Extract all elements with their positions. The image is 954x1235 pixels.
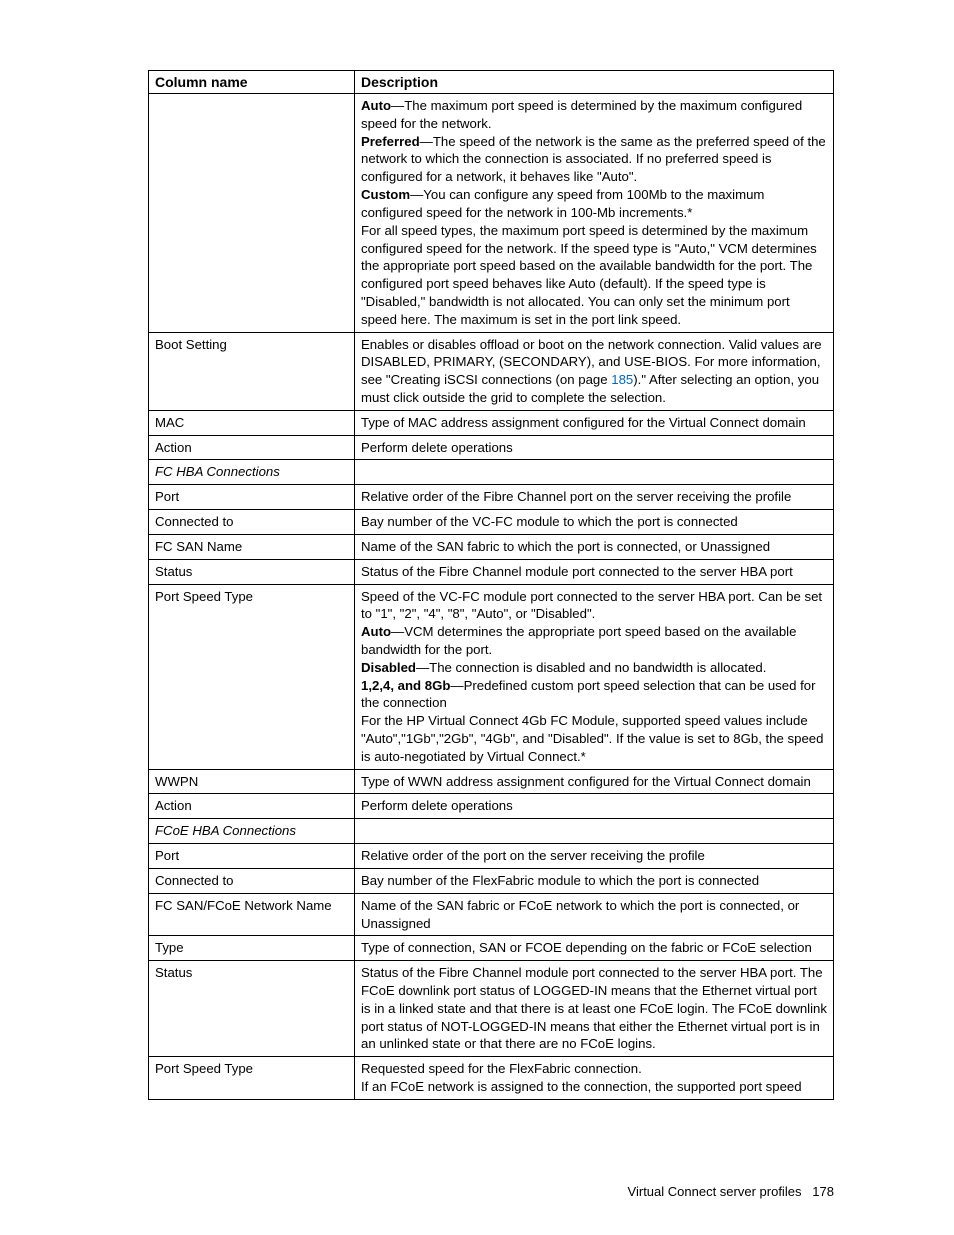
text-segment: —VCM determines the appropriate port spe… [361, 624, 796, 657]
header-description: Description [355, 71, 834, 94]
cell-description: Type of MAC address assignment configure… [355, 410, 834, 435]
text-segment: Status of the Fibre Channel module port … [361, 965, 827, 1051]
text-segment: Requested speed for the FlexFabric conne… [361, 1061, 642, 1076]
cell-column-name [149, 94, 355, 333]
cell-column-name: FC HBA Connections [149, 460, 355, 485]
cell-description: Bay number of the FlexFabric module to w… [355, 868, 834, 893]
text-segment: Bay number of the VC-FC module to which … [361, 514, 738, 529]
text-segment: For all speed types, the maximum port sp… [361, 223, 817, 327]
table-header-row: Column name Description [149, 71, 834, 94]
cell-description: Perform delete operations [355, 435, 834, 460]
table-row: FC SAN/FCoE Network NameName of the SAN … [149, 893, 834, 936]
cell-column-name: Action [149, 435, 355, 460]
cell-description [355, 819, 834, 844]
cell-description: Name of the SAN fabric to which the port… [355, 534, 834, 559]
text-segment: For the HP Virtual Connect 4Gb FC Module… [361, 713, 823, 764]
table-row: Port Relative order of the port on the se… [149, 844, 834, 869]
cell-description: Auto—The maximum port speed is determine… [355, 94, 834, 333]
cell-column-name: FC SAN Name [149, 534, 355, 559]
cell-column-name: Status [149, 961, 355, 1057]
footer-page-number: 178 [812, 1184, 834, 1199]
text-segment: Custom [361, 187, 410, 202]
text-segment: Auto [361, 624, 391, 639]
table-row: WWPN Type of WWN address assignment confi… [149, 769, 834, 794]
cell-column-name: Port [149, 485, 355, 510]
table-row: Port Speed Type Requested speed for the F… [149, 1057, 834, 1100]
text-segment: Relative order of the port on the server… [361, 848, 705, 863]
table-row: MAC Type of MAC address assignment config… [149, 410, 834, 435]
cell-column-name: Port [149, 844, 355, 869]
table-row: FCoE HBA Connections [149, 819, 834, 844]
cell-column-name: Type [149, 936, 355, 961]
text-segment: Perform delete operations [361, 798, 513, 813]
cell-description: Status of the Fibre Channel module port … [355, 559, 834, 584]
cell-column-name: Connected to [149, 868, 355, 893]
text-segment: 1,2,4, and 8Gb [361, 678, 450, 693]
table-row: Type Type of connection, SAN or FCOE depe… [149, 936, 834, 961]
text-segment: Speed of the VC-FC module port connected… [361, 589, 822, 622]
table-row: Port Relative order of the Fibre Channel … [149, 485, 834, 510]
text-segment: Name of the SAN fabric or FCoE network t… [361, 898, 799, 931]
definitions-table: Column name Description Auto—The maximum… [148, 70, 834, 1100]
cell-description: Status of the Fibre Channel module port … [355, 961, 834, 1057]
text-segment: —The maximum port speed is determined by… [361, 98, 802, 131]
table-row: Action Perform delete operations [149, 794, 834, 819]
table-row: Action Perform delete operations [149, 435, 834, 460]
cell-column-name: Connected to [149, 510, 355, 535]
text-segment: Type of WWN address assignment configure… [361, 774, 811, 789]
cell-column-name: MAC [149, 410, 355, 435]
cell-description: Speed of the VC-FC module port connected… [355, 584, 834, 769]
cell-description: Type of WWN address assignment configure… [355, 769, 834, 794]
cell-description: Type of connection, SAN or FCOE dependin… [355, 936, 834, 961]
text-segment: Bay number of the FlexFabric module to w… [361, 873, 759, 888]
cell-column-name: Port Speed Type [149, 584, 355, 769]
text-segment: —The connection is disabled and no bandw… [416, 660, 766, 675]
text-segment: Disabled [361, 660, 416, 675]
text-segment: Relative order of the Fibre Channel port… [361, 489, 791, 504]
cell-column-name: FCoE HBA Connections [149, 819, 355, 844]
footer-section-title: Virtual Connect server profiles [628, 1184, 802, 1199]
table-row: Auto—The maximum port speed is determine… [149, 94, 834, 333]
table-row: FC SAN Name Name of the SAN fabric to whi… [149, 534, 834, 559]
cell-column-name: Status [149, 559, 355, 584]
cell-description: Name of the SAN fabric or FCoE network t… [355, 893, 834, 936]
text-segment: —The speed of the network is the same as… [361, 134, 826, 185]
header-column-name: Column name [149, 71, 355, 94]
cell-column-name: Port Speed Type [149, 1057, 355, 1100]
text-segment: Auto [361, 98, 391, 113]
page-link[interactable]: 185 [611, 372, 633, 387]
text-segment: Type of MAC address assignment configure… [361, 415, 806, 430]
text-segment: —You can configure any speed from 100Mb … [361, 187, 764, 220]
table-row: Connected to Bay number of the VC-FC modu… [149, 510, 834, 535]
cell-description: Requested speed for the FlexFabric conne… [355, 1057, 834, 1100]
cell-column-name: Boot Setting [149, 332, 355, 410]
cell-description: Bay number of the VC-FC module to which … [355, 510, 834, 535]
cell-description: Relative order of the Fibre Channel port… [355, 485, 834, 510]
table-row: Port Speed TypeSpeed of the VC-FC module… [149, 584, 834, 769]
cell-column-name: WWPN [149, 769, 355, 794]
table-row: Status Status of the Fibre Channel module… [149, 559, 834, 584]
cell-description [355, 460, 834, 485]
cell-column-name: FC SAN/FCoE Network Name [149, 893, 355, 936]
cell-description: Perform delete operations [355, 794, 834, 819]
text-segment: If an FCoE network is assigned to the co… [361, 1079, 802, 1094]
table-row: StatusStatus of the Fibre Channel module… [149, 961, 834, 1057]
table-row: FC HBA Connections [149, 460, 834, 485]
text-segment: Type of connection, SAN or FCOE dependin… [361, 940, 812, 955]
cell-description: Enables or disables offload or boot on t… [355, 332, 834, 410]
text-segment: Preferred [361, 134, 420, 149]
text-segment: Name of the SAN fabric to which the port… [361, 539, 770, 554]
table-row: Connected to Bay number of the FlexFabric… [149, 868, 834, 893]
text-segment: Status of the Fibre Channel module port … [361, 564, 793, 579]
cell-description: Relative order of the port on the server… [355, 844, 834, 869]
text-segment: Perform delete operations [361, 440, 513, 455]
table-row: Boot SettingEnables or disables offload … [149, 332, 834, 410]
page-container: Column name Description Auto—The maximum… [0, 0, 954, 1235]
cell-column-name: Action [149, 794, 355, 819]
page-footer: Virtual Connect server profiles 178 [628, 1184, 834, 1199]
